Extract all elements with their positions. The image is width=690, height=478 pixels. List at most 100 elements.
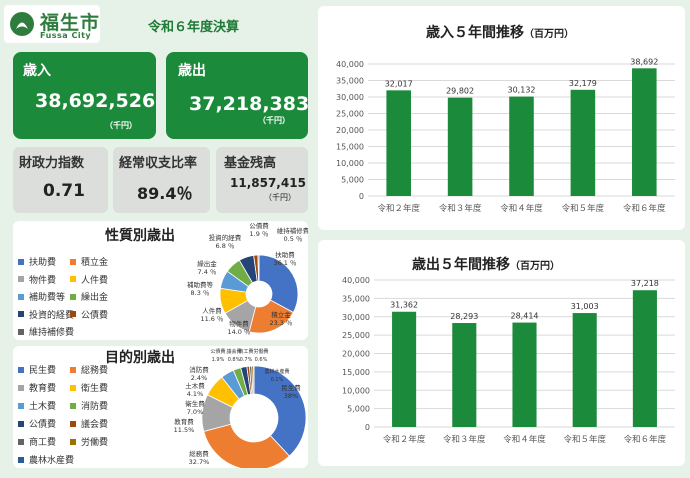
bar-value-label: 28,293 (450, 312, 478, 321)
slice-label: 補助費等 8.3 ％ (187, 280, 214, 297)
legend-item: 投資的経費 (18, 308, 74, 321)
slice-label: 衛生費 7.0% (185, 399, 205, 416)
y-tick-label: 35,000 (336, 77, 364, 86)
legend-label: 議会費 (81, 420, 109, 430)
y-tick-label: 30,000 (342, 313, 370, 322)
y-tick-label: 35,000 (342, 294, 370, 303)
slice-label: 議会費 0.8% (226, 348, 241, 363)
expenditure-value: 37,218,383 (189, 93, 310, 115)
category-label: 令和６年度 (624, 434, 667, 445)
bar-value-label: 32,017 (385, 79, 413, 88)
slice-label: 積立金 23.3 ％ (269, 310, 292, 327)
y-tick-label: 40,000 (336, 60, 364, 69)
bar-value-label: 31,362 (390, 301, 418, 310)
legend-item: 衛生費 (70, 381, 108, 394)
y-tick-label: 0 (359, 192, 364, 201)
revenue-trend-panel: 歳入５年間推移（百万円） 0 5,000 10,000 15,000 20,000 25,… (318, 6, 685, 230)
slice-label: 公債費 1.9 ％ (249, 221, 269, 238)
revenue-value: 38,692,526 (35, 90, 156, 112)
legend-label: 維持補修費 (29, 328, 75, 338)
legend-swatch (18, 402, 24, 409)
bar (509, 96, 534, 196)
legend-swatch (70, 258, 76, 265)
legend-swatch (18, 328, 24, 335)
slice-label: 公債費 1.9% (210, 348, 225, 363)
legend-swatch (18, 293, 24, 300)
legend-label: 投資的経費 (29, 310, 75, 321)
legend-label: 教育費 (29, 384, 57, 394)
legend-item: 積立金 (70, 255, 108, 268)
slice-label: 人件費 11.6 ％ (200, 306, 223, 323)
slice-label: 教育費 11.5% (174, 417, 195, 434)
bar-value-label: 38,692 (630, 57, 658, 66)
fund-balance-value: 11,857,415 (230, 176, 306, 190)
legend-swatch (18, 258, 24, 265)
y-tick-label: 15,000 (342, 368, 370, 377)
revenue-trend-title-unit: （百万円） (524, 29, 574, 40)
logo-city-subtitle: Fussa City (40, 31, 92, 40)
legend-swatch (70, 293, 76, 300)
category-label: 令和６年度 (623, 203, 666, 214)
y-tick-label: 30,000 (336, 93, 364, 102)
legend-label: 積立金 (81, 258, 109, 268)
y-tick-label: 0 (365, 423, 370, 432)
bar (392, 311, 417, 427)
page-title: 令和６年度決算 (148, 20, 240, 35)
slice-label: 繰出金 7.4 ％ (197, 259, 217, 276)
legend-label: 総務費 (81, 366, 109, 376)
legend-label: 消防費 (81, 402, 109, 412)
current-balance-ratio-label: 経常収支比率 (119, 156, 198, 171)
y-tick-label: 5,000 (341, 176, 364, 185)
legend-swatch (18, 438, 24, 445)
bar-value-label: 37,218 (631, 279, 659, 288)
legend-item: 農林水産費 (18, 453, 74, 466)
legend-item: 公債費 (18, 417, 56, 430)
legend-swatch (18, 311, 24, 317)
legend-item: 扶助費 (18, 255, 56, 268)
bar-value-label: 32,179 (569, 79, 597, 88)
category-label: 令和４年度 (500, 203, 543, 214)
legend-item: 労働費 (70, 435, 108, 448)
bar-value-label: 29,802 (446, 87, 474, 96)
legend-label: 労働費 (81, 438, 109, 448)
category-label: 令和２年度 (383, 434, 426, 445)
y-tick-label: 15,000 (336, 143, 364, 152)
legend-item: 繰出金 (70, 290, 108, 303)
y-tick-label: 25,000 (336, 110, 364, 119)
y-tick-label: 25,000 (342, 331, 370, 340)
logo-city-name: 福生市 (40, 12, 101, 34)
legend-label: 公債費 (29, 420, 57, 430)
legend-item: 人件費 (70, 273, 108, 286)
purpose-donut-chart: 民生費 38% 総務費 32.7% 教育費 11.5%衛生費 7.0%土木費 4.1%消防費 2… (174, 348, 307, 468)
donut-slice (253, 365, 307, 457)
legend-swatch (18, 366, 24, 373)
expenditure-trend-title-text: 歳出５年間推移 (412, 257, 510, 273)
legend-swatch (70, 420, 76, 427)
y-tick-label: 20,000 (342, 350, 370, 359)
category-label: 令和５年度 (563, 434, 606, 445)
legend-label: 繰出金 (81, 293, 109, 303)
purpose-expenditure-title: 目的別歳出 (105, 350, 175, 366)
slice-label: 民生費 38% (281, 383, 301, 400)
legend-swatch (70, 311, 76, 317)
legend-label: 公債費 (81, 310, 109, 321)
slice-label: 土木費 4.1% (185, 381, 205, 398)
bar (452, 323, 477, 427)
legend-item: 土木費 (18, 399, 56, 412)
slice-label: 商工費 0.7% (238, 348, 253, 363)
y-tick-label: 10,000 (342, 386, 370, 395)
donut-slice (203, 423, 290, 468)
slice-label: 扶助費 36.1 ％ (273, 250, 296, 267)
legend-item: 補助費等 (18, 290, 65, 303)
slice-label: 物件費 14.0 ％ (227, 319, 250, 336)
fiscal-strength-card: 財政力指数 0.71 (13, 147, 108, 213)
legend-label: 衛生費 (81, 384, 109, 394)
category-label: 令和２年度 (377, 203, 420, 214)
bar (447, 97, 473, 196)
y-tick-label: 5,000 (347, 405, 370, 414)
legend-swatch (70, 366, 76, 373)
slice-label: 総務費 32.7% (189, 449, 210, 466)
legend-swatch (70, 402, 76, 409)
revenue-label: 歳入 (23, 63, 51, 79)
expenditure-trend-panel: 歳出５年間推移（百万円） 0 5,000 10,000 15,000 20,000 25,… (318, 240, 685, 466)
